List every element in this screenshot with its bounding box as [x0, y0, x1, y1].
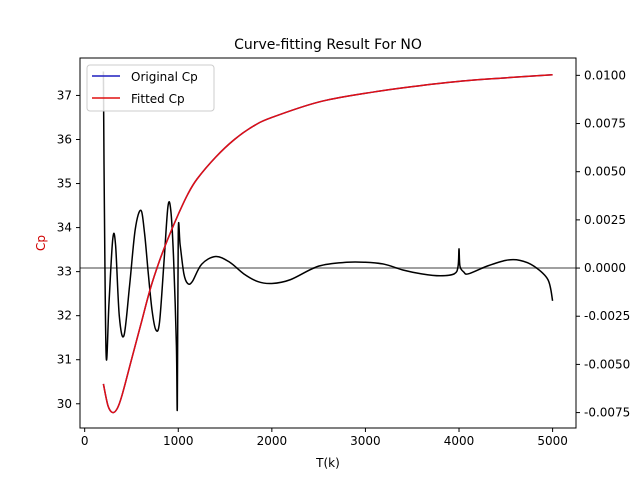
y2-axis-ticks: -0.0075 -0.0050 -0.0025 0.0000 0.0025 0.0050 0… [576, 68, 630, 420]
y2-tick-label: 0.0100 [584, 68, 626, 82]
y2-tick-label: 0.0025 [584, 213, 626, 227]
series-line-fitted [102, 73, 553, 414]
y-tick-label: 34 [57, 221, 72, 235]
plot-frame [79, 57, 577, 429]
y-tick-label: 31 [57, 353, 72, 367]
legend: Original Cp Fitted Cp [86, 64, 215, 112]
x-axis-label: T(k) [315, 456, 340, 470]
x-tick-label: 4000 [444, 434, 475, 448]
y-tick-label: 32 [57, 309, 72, 323]
chart-title: Curve-fitting Result For NO [234, 37, 422, 53]
plot-lines [80, 71, 576, 414]
y2-tick-label: 0.0050 [584, 165, 626, 179]
y-axis-label: Cp [34, 235, 48, 251]
x-tick-label: 1000 [163, 434, 194, 448]
series-line-original [102, 73, 553, 414]
y-axis-ticks: 30 31 32 33 34 35 36 37 [57, 88, 80, 411]
y-tick-label: 33 [57, 265, 72, 279]
y-tick-label: 37 [57, 88, 72, 102]
y-tick-label: 35 [57, 177, 72, 191]
legend-label-original: Original Cp [131, 70, 198, 84]
y-tick-label: 36 [57, 132, 72, 146]
x-tick-label: 3000 [350, 434, 381, 448]
series-line-residual [102, 71, 554, 412]
x-tick-label: 2000 [257, 434, 288, 448]
y2-tick-label: -0.0025 [584, 309, 630, 323]
x-tick-label: 0 [81, 434, 89, 448]
y2-tick-label: 0.0075 [584, 117, 626, 131]
x-tick-label: 5000 [537, 434, 568, 448]
legend-label-fitted: Fitted Cp [131, 92, 185, 106]
y2-tick-label: -0.0050 [584, 357, 630, 371]
y-tick-label: 30 [57, 397, 72, 411]
y2-tick-label: 0.0000 [584, 261, 626, 275]
y2-tick-label: -0.0075 [584, 406, 630, 420]
x-axis-ticks: 0 1000 2000 3000 4000 5000 [81, 428, 568, 448]
